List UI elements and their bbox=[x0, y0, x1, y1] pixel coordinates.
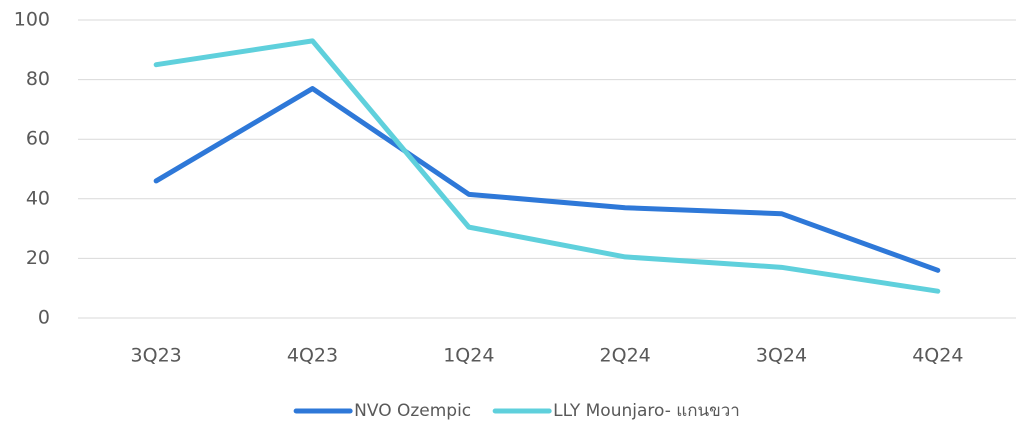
x-tick-label: 4Q23 bbox=[287, 345, 338, 367]
x-tick-label: 3Q23 bbox=[131, 345, 182, 367]
x-tick-label: 1Q24 bbox=[443, 345, 494, 367]
x-tick-label: 2Q24 bbox=[600, 345, 651, 367]
x-tick-label: 4Q24 bbox=[912, 345, 963, 367]
y-tick-label: 100 bbox=[14, 9, 50, 31]
legend-label: LLY Mounjaro- แกนขวา bbox=[553, 401, 740, 421]
y-tick-label: 0 bbox=[38, 307, 50, 329]
x-tick-label: 3Q24 bbox=[756, 345, 807, 367]
legend: NVO Ozempic LLY Mounjaro- แกนขวา bbox=[293, 401, 740, 421]
series-line bbox=[153, 86, 941, 273]
y-tick-label: 40 bbox=[26, 187, 50, 209]
y-tick-label: 80 bbox=[26, 68, 50, 90]
legend-label: NVO Ozempic bbox=[354, 401, 471, 421]
series-line bbox=[153, 38, 941, 294]
y-tick-label: 60 bbox=[26, 128, 50, 150]
y-tick-label: 20 bbox=[26, 247, 50, 269]
